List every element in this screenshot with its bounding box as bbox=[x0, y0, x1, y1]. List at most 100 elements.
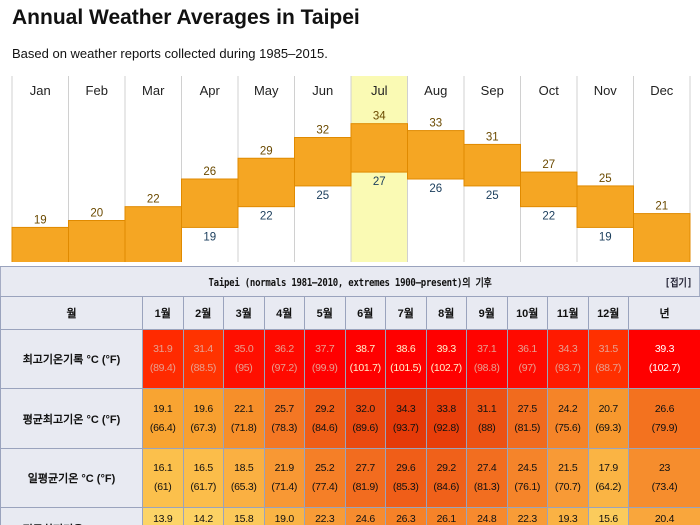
high-label: 26 bbox=[203, 166, 216, 178]
high-label: 20 bbox=[90, 208, 103, 220]
table-cell: 31.5 (88.7) bbox=[587, 329, 629, 389]
table-cell: 22.1 (71.8) bbox=[223, 388, 265, 449]
cell-fahrenheit: (95) bbox=[235, 362, 253, 374]
high-label: 32 bbox=[316, 125, 329, 137]
header-month: 4월 bbox=[263, 296, 305, 330]
table-cell: 26.3 bbox=[385, 507, 427, 525]
cell-celsius: 27.5 bbox=[517, 402, 538, 415]
cell-fahrenheit: (64.2) bbox=[595, 481, 622, 493]
cell-fahrenheit: (93.7) bbox=[392, 421, 419, 434]
range-bar bbox=[520, 171, 578, 208]
header-month: 7월 bbox=[385, 296, 427, 330]
cell-celsius: 22.3 bbox=[517, 513, 538, 525]
header-month: 3월 bbox=[223, 296, 265, 330]
table-cell: 29.2 (84.6) bbox=[425, 448, 467, 508]
high-label: 22 bbox=[147, 194, 160, 206]
table-row: 일평균기온 °C (°F) 16.1 (61) 16.5 (61.7) 18.5 (65.3… bbox=[0, 448, 700, 508]
high-label: 33 bbox=[429, 118, 442, 130]
cell-celsius: 27.7 bbox=[355, 462, 376, 474]
table-cell: 21.5 (70.7) bbox=[547, 448, 589, 508]
cell-celsius: 24.8 bbox=[477, 513, 497, 525]
cell-fahrenheit: (81.5) bbox=[514, 421, 541, 434]
cell-celsius: 26.3 bbox=[396, 513, 416, 525]
table-cell: 22.3 bbox=[506, 507, 548, 525]
cell-celsius: 34.3 bbox=[558, 343, 578, 355]
month-label: Jul bbox=[371, 83, 388, 98]
table-cell: 24.5 (76.1) bbox=[506, 448, 548, 508]
cell-fahrenheit: (97.2) bbox=[271, 362, 298, 374]
table-cell: 24.2 (75.6) bbox=[547, 388, 589, 449]
table-cell: 19.3 bbox=[547, 507, 589, 525]
cell-celsius: 36.1 bbox=[517, 343, 538, 355]
cell-celsius: 39.3 bbox=[436, 343, 457, 355]
row-label: 평균최고기온 °C (°F) bbox=[0, 388, 143, 449]
header-month: 5월 bbox=[304, 296, 346, 330]
cell-celsius: 37.7 bbox=[315, 343, 335, 355]
climate-table: 월 1월 2월 3월 4월 5월 6월 7월 8월 9월 10월 11월 12월 년 최고기온기록 °C … bbox=[0, 296, 700, 525]
cell-fahrenheit: (71.8) bbox=[230, 421, 257, 434]
table-cell: 35.0 (95) bbox=[223, 329, 265, 389]
cell-fahrenheit: (61.7) bbox=[190, 481, 217, 493]
cell-fahrenheit: (77.4) bbox=[311, 481, 338, 493]
table-cell: 23 (73.4) bbox=[628, 448, 700, 508]
table-cell: 34.3 (93.7) bbox=[547, 329, 589, 389]
page-subtitle: Based on weather reports collected durin… bbox=[12, 46, 328, 61]
table-cell: 34.3 (93.7) bbox=[385, 388, 427, 449]
range-bar bbox=[124, 206, 182, 262]
high-label: 19 bbox=[34, 214, 47, 226]
cell-fahrenheit: (89.4) bbox=[149, 362, 176, 374]
cell-celsius: 23 bbox=[658, 462, 671, 474]
cell-celsius: 20.7 bbox=[598, 402, 619, 415]
cell-celsius: 31.5 bbox=[598, 343, 619, 355]
cell-celsius: 17.9 bbox=[598, 462, 619, 474]
header-month: 6월 bbox=[344, 296, 386, 330]
cell-celsius: 19.0 bbox=[274, 513, 295, 525]
table-cell: 36.2 (97.2) bbox=[263, 329, 305, 389]
range-bar bbox=[294, 137, 352, 187]
table-caption-text: Taipei (normals 1981–2010, extremes 1900… bbox=[208, 277, 492, 289]
cell-celsius: 31.4 bbox=[193, 343, 214, 355]
month-label: Nov bbox=[594, 83, 618, 98]
high-label: 31 bbox=[486, 131, 499, 143]
cell-celsius: 19.3 bbox=[558, 513, 578, 525]
month-label: Jun bbox=[312, 83, 333, 98]
cell-celsius: 16.1 bbox=[153, 462, 173, 474]
cell-fahrenheit: (61) bbox=[154, 481, 172, 493]
cell-fahrenheit: (81.9) bbox=[352, 481, 379, 493]
table-cell: 37.7 (99.9) bbox=[304, 329, 346, 389]
table-cell: 19.0 bbox=[263, 507, 305, 525]
cell-celsius: 29.6 bbox=[396, 462, 416, 474]
cell-celsius: 13.9 bbox=[153, 513, 173, 525]
table-cell: 39.3 (102.7) bbox=[628, 329, 700, 389]
table-cell: 33.8 (92.8) bbox=[425, 388, 467, 449]
cell-celsius: 37.1 bbox=[477, 343, 497, 355]
cell-celsius: 15.8 bbox=[234, 513, 254, 525]
low-label: 25 bbox=[316, 190, 329, 202]
table-row: 평균최저기온 °C (°F) 13.9 14.2 15.8 19.0 22.3 24.6 26… bbox=[0, 507, 700, 525]
cell-celsius: 36.2 bbox=[274, 343, 295, 355]
cell-celsius: 16.5 bbox=[193, 462, 214, 474]
table-cell: 22.3 bbox=[304, 507, 346, 525]
page-title: Annual Weather Averages in Taipei bbox=[12, 6, 360, 29]
table-cell: 16.1 (61) bbox=[142, 448, 184, 508]
table-cell: 29.2 (84.6) bbox=[304, 388, 346, 449]
low-label: 26 bbox=[429, 183, 442, 195]
range-bar bbox=[350, 123, 408, 173]
header-month: 8월 bbox=[425, 296, 467, 330]
table-cell: 37.1 (98.8) bbox=[466, 329, 508, 389]
cell-fahrenheit: (84.6) bbox=[311, 421, 338, 434]
cell-fahrenheit: (88.5) bbox=[190, 362, 217, 374]
table-caption: Taipei (normals 1981–2010, extremes 1900… bbox=[0, 266, 700, 296]
table-cell: 20.4 bbox=[628, 507, 700, 525]
cell-fahrenheit: (75.6) bbox=[554, 421, 581, 434]
collapse-link[interactable]: [접기] bbox=[664, 277, 693, 289]
cell-celsius: 31.1 bbox=[477, 402, 497, 415]
header-month: 12월 bbox=[587, 296, 629, 330]
cell-celsius: 39.3 bbox=[654, 343, 675, 355]
cell-fahrenheit: (79.9) bbox=[651, 421, 678, 434]
table-cell: 31.9 (89.4) bbox=[142, 329, 184, 389]
cell-fahrenheit: (101.5) bbox=[390, 362, 422, 374]
cell-celsius: 31.9 bbox=[153, 343, 173, 355]
range-bar bbox=[633, 213, 691, 262]
table-cell: 27.5 (81.5) bbox=[506, 388, 548, 449]
